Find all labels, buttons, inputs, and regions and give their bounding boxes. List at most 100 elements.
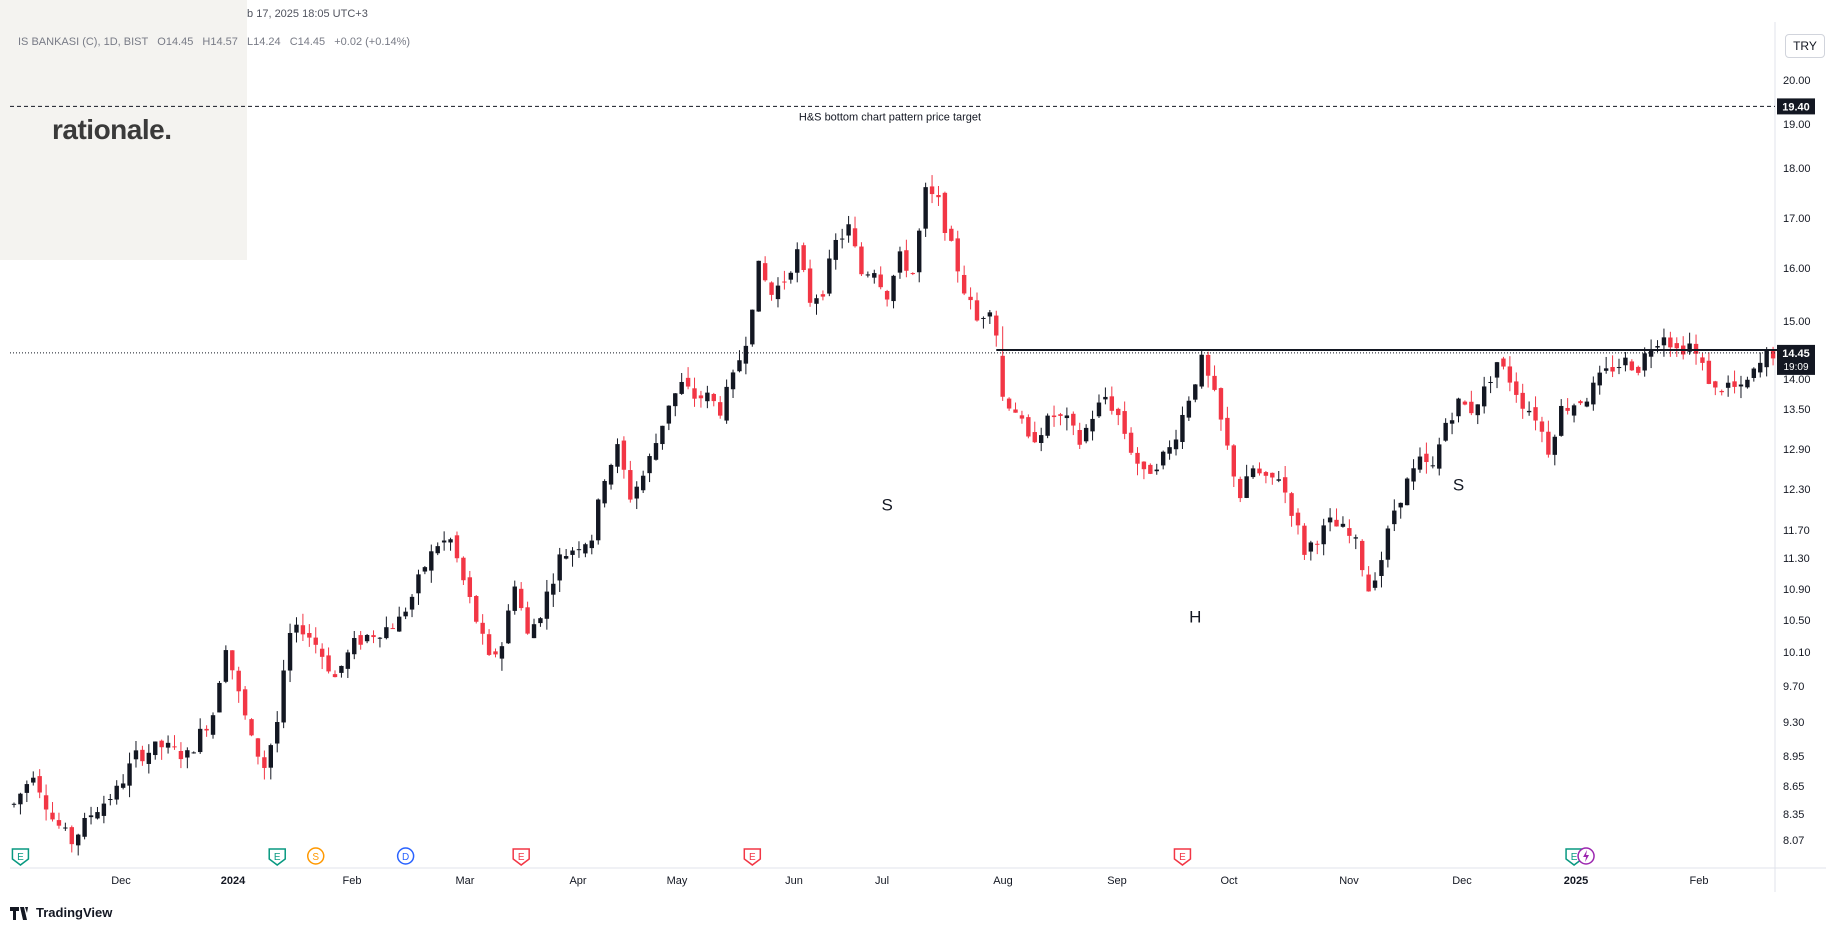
candle-body xyxy=(76,834,81,846)
candle-body xyxy=(1193,384,1198,400)
candle-body xyxy=(133,750,139,760)
candle-body xyxy=(1745,379,1750,388)
candle-body xyxy=(1629,361,1635,371)
candle-body xyxy=(557,554,562,581)
candle-body xyxy=(833,239,838,260)
candle-body xyxy=(788,272,794,280)
event-marker-letter: D xyxy=(402,852,409,863)
candle-body xyxy=(994,315,999,336)
candle-body xyxy=(1006,398,1012,409)
candle-body xyxy=(101,803,107,816)
candle-body xyxy=(384,627,389,639)
candle-body xyxy=(56,820,62,826)
candle-body xyxy=(968,296,973,301)
candle-body xyxy=(512,586,517,611)
currency-button[interactable]: TRY xyxy=(1785,34,1825,58)
candle-body xyxy=(1719,390,1724,393)
candle-body xyxy=(275,722,280,744)
price-axis-tick: 17.00 xyxy=(1783,213,1811,225)
lightning-icon-glyph xyxy=(1583,850,1590,862)
candle-body xyxy=(307,633,312,638)
candle-body xyxy=(1372,580,1378,588)
candle-body xyxy=(1327,517,1333,523)
candle-body xyxy=(1019,415,1025,419)
event-marker-letter: E xyxy=(17,852,24,863)
price-axis-tick: 10.10 xyxy=(1783,647,1811,659)
candle-body xyxy=(172,746,177,748)
candle-body xyxy=(839,238,845,240)
rationale-logo: rationale. xyxy=(52,114,172,145)
candle-body xyxy=(987,312,993,317)
candle-body xyxy=(454,535,460,559)
candle-body xyxy=(769,282,774,295)
candle-body xyxy=(1308,542,1314,552)
candle-body xyxy=(1661,337,1667,346)
candle-body xyxy=(576,549,582,551)
candle-body xyxy=(859,246,864,275)
candle-body xyxy=(917,230,922,273)
candle-body xyxy=(1083,427,1089,442)
candle-body xyxy=(621,440,627,470)
candle-body xyxy=(262,757,267,768)
candle-body xyxy=(1366,574,1371,592)
candle-body xyxy=(268,745,273,768)
price-axis-tick: 12.90 xyxy=(1783,444,1811,456)
candle-body xyxy=(1597,372,1602,386)
candle-body xyxy=(249,719,254,736)
ohlc-high: H14.57 xyxy=(202,36,238,48)
time-axis-tick: Mar xyxy=(456,875,475,887)
candle-body xyxy=(1488,381,1493,383)
candle-body xyxy=(313,637,318,645)
candle-body xyxy=(114,785,119,800)
candle-body xyxy=(807,268,813,303)
candle-body xyxy=(1218,388,1224,420)
candle-body xyxy=(1013,409,1018,413)
candle-body xyxy=(1437,444,1442,469)
candle-body xyxy=(1238,478,1243,499)
candle-body xyxy=(159,740,164,748)
candle-body xyxy=(730,372,736,390)
candle-body xyxy=(1122,411,1127,434)
ohlc-low: L14.24 xyxy=(246,36,281,48)
candle-body xyxy=(884,290,890,300)
candle-body xyxy=(1559,405,1564,436)
candle-body xyxy=(936,195,941,198)
candle-body xyxy=(570,550,575,555)
candle-body xyxy=(743,345,749,364)
candle-body xyxy=(467,577,473,597)
candle-body xyxy=(1449,420,1455,424)
time-axis-tick: Apr xyxy=(569,875,586,887)
candle-body xyxy=(679,381,684,394)
candle-body xyxy=(1546,431,1551,455)
candle-body xyxy=(1552,436,1557,455)
price-axis-tick: 18.00 xyxy=(1783,163,1811,175)
candle-body xyxy=(923,187,928,229)
candle-body xyxy=(518,588,524,609)
candle-body xyxy=(878,274,883,288)
candle-body xyxy=(647,456,652,474)
time-axis-tick: Feb xyxy=(1690,875,1709,887)
candle-body xyxy=(1571,405,1577,416)
target-price-tag xyxy=(1777,98,1815,115)
candle-body xyxy=(416,574,421,594)
candle-body xyxy=(397,616,402,632)
price-axis-tick: 9.30 xyxy=(1783,717,1804,729)
price-axis-tick: 19.00 xyxy=(1783,119,1811,131)
time-axis-tick: Sep xyxy=(1107,875,1127,887)
candle-body xyxy=(762,263,768,281)
candle-body xyxy=(698,395,704,399)
tradingview-footer[interactable]: TradingView xyxy=(10,905,112,920)
candle-body xyxy=(1058,414,1063,416)
candle-body xyxy=(486,634,492,655)
candle-body xyxy=(583,544,588,554)
candle-body xyxy=(1623,357,1628,366)
candle-body xyxy=(474,596,479,622)
price-axis-tick: 20.00 xyxy=(1783,75,1811,87)
candle-body xyxy=(18,793,23,805)
candle-body xyxy=(108,799,113,801)
candle-body xyxy=(910,273,915,275)
candle-body xyxy=(127,763,132,786)
symbol-name[interactable]: IS BANKASI (C), 1D, BIST xyxy=(18,36,149,48)
candle-body xyxy=(1462,401,1468,405)
